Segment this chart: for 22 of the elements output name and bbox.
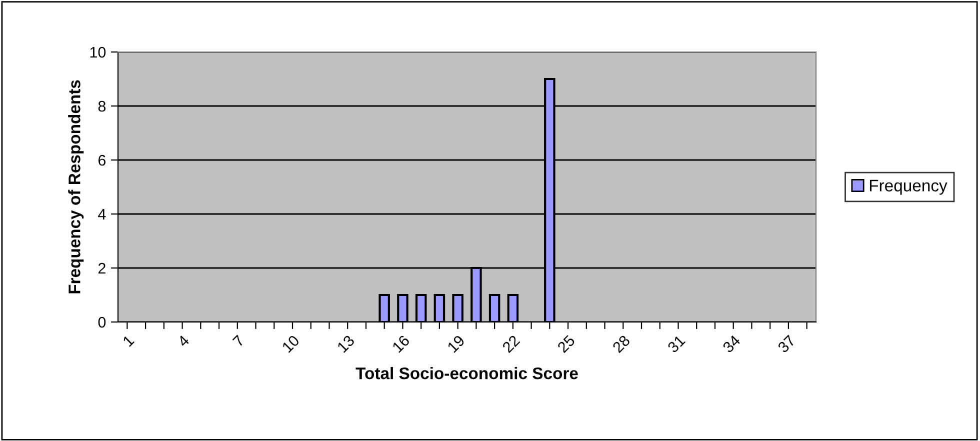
x-tick-label: 25 bbox=[556, 334, 576, 354]
x-tick-label: 19 bbox=[446, 334, 466, 353]
y-tick-label: 0 bbox=[98, 316, 106, 328]
y-tick-label: 6 bbox=[98, 154, 106, 166]
y-tick-label: 4 bbox=[98, 209, 106, 220]
y-axis-title: Frequency of Respondents bbox=[68, 80, 84, 294]
x-tick-label: 34 bbox=[722, 334, 741, 354]
x-tick-label: 31 bbox=[666, 334, 686, 354]
x-tick-label: 7 bbox=[232, 334, 245, 348]
x-tick-label: 13 bbox=[336, 334, 356, 353]
x-tick-label: 4 bbox=[176, 334, 190, 348]
x-tick-label: 22 bbox=[502, 334, 520, 354]
y-tick-label: 2 bbox=[98, 262, 106, 274]
x-tick-label: 28 bbox=[612, 334, 631, 354]
x-tick-label: 16 bbox=[392, 334, 410, 353]
x-tick-label: 1 bbox=[122, 334, 134, 347]
legend-label: Frequency bbox=[870, 180, 948, 195]
x-tick-label: 37 bbox=[777, 334, 796, 354]
y-tick-label: 8 bbox=[98, 100, 106, 112]
y-tick-label: 10 bbox=[90, 46, 106, 58]
x-axis-title: Total Socio-economic Score bbox=[356, 367, 578, 380]
x-tick-label: 10 bbox=[282, 334, 300, 353]
